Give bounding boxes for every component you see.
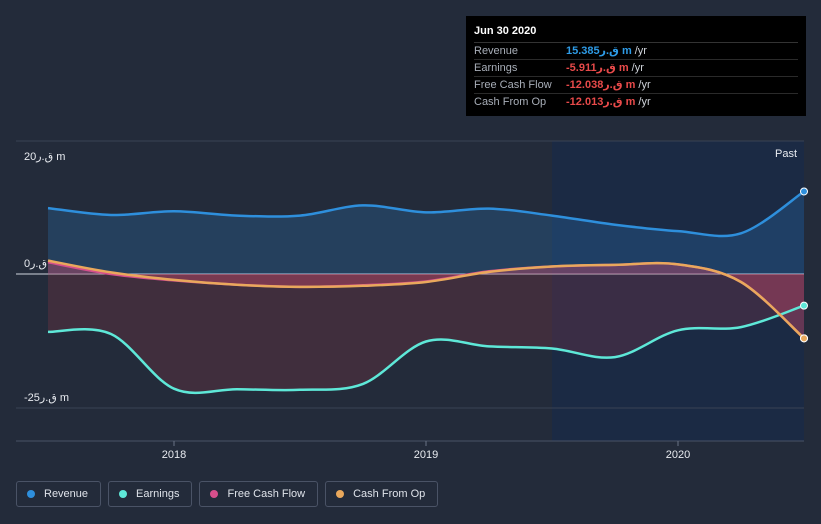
legend-item-free-cash-flow[interactable]: Free Cash Flow [199,481,319,507]
x-axis-labels: 2018 2019 2020 [162,441,690,461]
free_cash_flow-area [48,262,804,339]
cash_from_op-line [47,259,805,340]
tooltip-row-name: Revenue [474,45,519,57]
tooltip-row-name: Free Cash Flow [474,79,552,91]
legend-item-revenue[interactable]: Revenue [16,481,102,507]
legend-item-label: Revenue [44,488,89,500]
tooltip-date: Jun 30 2020 [474,24,798,43]
tooltip-row: Free Cash Flow -12.038ق.ر m/yr [474,77,798,94]
y-tick-label: 0ق.ر [24,258,47,270]
legend-dot-icon [210,490,219,498]
tooltip-row-unit: /yr [638,79,651,91]
legend-item-label: Free Cash Flow [227,488,306,500]
earnings-line [47,304,805,395]
revenue-area [48,191,804,274]
cash_from_op-area [48,260,804,339]
legend-dot-icon [119,490,128,498]
x-tick-label: 2019 [414,449,438,461]
revenue-endpoint [800,187,808,196]
legend: Revenue Earnings Free Cash Flow Cash From O… [16,481,439,507]
tooltip-row: Cash From Op -12.013ق.ر m/yr [474,94,798,110]
series-lines [47,190,805,395]
tooltip-row: Earnings -5.911ق.ر m/yr [474,60,798,77]
cash_from_op-endpoint [800,334,808,343]
tooltip-row-unit: /yr [631,62,644,74]
earnings-endpoint [800,301,808,310]
legend-item-label: Earnings [136,488,180,500]
tooltip-row-value: -12.038ق.ر m [566,79,636,91]
tooltip-row-value: -12.013ق.ر m [566,96,636,108]
tooltip-row-value: 15.385ق.ر m [566,45,632,57]
tooltip-row-name: Cash From Op [474,96,547,108]
tooltip-rows: Revenue 15.385ق.ر m/yr Earnings -5.911ق.ر m… [474,43,798,110]
x-tick-label: 2020 [666,449,690,461]
y-tick-label: 20ق.ر m [24,151,65,163]
legend-dot-icon [27,490,35,498]
x-tick-label: 2018 [162,449,186,461]
tooltip-row: Revenue 15.385ق.ر m/yr [474,43,798,60]
past-highlight-region [552,141,804,441]
revenue-line [47,190,805,238]
earnings-area [48,274,804,393]
series-endpoints [800,187,808,343]
y-axis-labels: 20ق.ر m 0ق.ر -25ق.ر m [24,151,69,404]
past-label: Past [775,148,797,160]
legend-dot-icon [336,490,345,498]
legend-item-earnings[interactable]: Earnings [108,481,193,507]
gridlines [16,140,804,442]
legend-item-cash-from-op[interactable]: Cash From Op [325,481,439,507]
legend-item-label: Cash From Op [353,488,426,500]
tooltip-row-unit: /yr [634,45,647,57]
tooltip: Jun 30 2020 Revenue 15.385ق.ر m/yr Earning… [466,16,806,116]
tooltip-row-unit: /yr [638,96,651,108]
tooltip-row-name: Earnings [474,62,518,74]
y-tick-label: -25ق.ر m [24,392,69,404]
tooltip-row-value: -5.911ق.ر m [566,62,629,74]
series-areas [48,191,804,393]
